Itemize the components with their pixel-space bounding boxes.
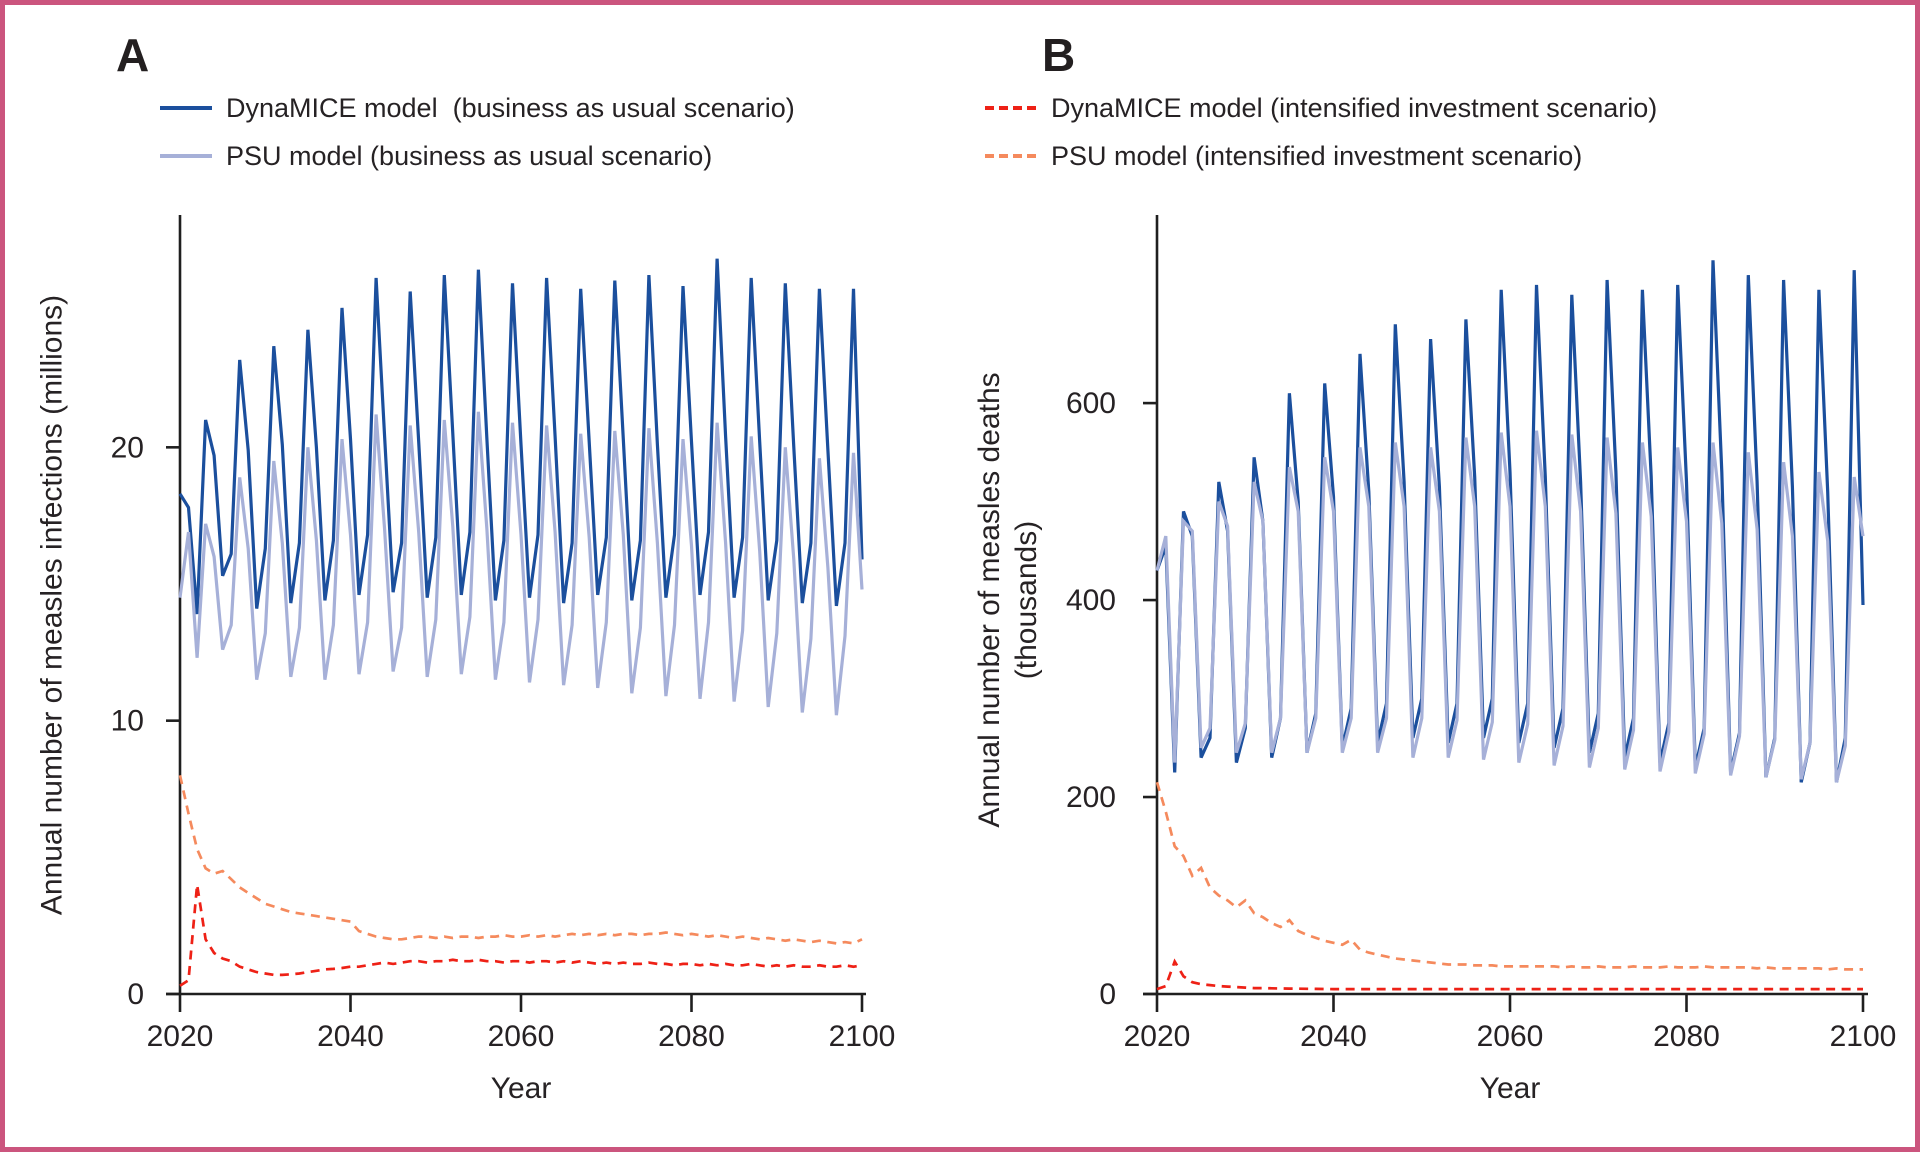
panel-a-x-tick-label: 2040 bbox=[317, 1020, 384, 1053]
panel-a-y-tick-label: 0 bbox=[127, 978, 144, 1011]
panel-a-series-psu-model-business-as-usual-scenario bbox=[178, 411, 864, 716]
panel-a-series-psu-model-intensified-investment-scenario bbox=[178, 775, 863, 945]
legend-dashed-line-swatch bbox=[985, 154, 1037, 158]
legend-line-swatch bbox=[160, 154, 212, 158]
panel-b-y-axis-title-line2: (thousands) bbox=[1010, 520, 1043, 680]
legend-label: PSU model (business as usual scenario) bbox=[226, 140, 713, 171]
panel-a-letter: A bbox=[116, 29, 150, 81]
panel-b-x-tick-label: 2020 bbox=[1124, 1020, 1191, 1053]
panel-a-y-axis-title: Annual number of measles infections (mil… bbox=[35, 294, 69, 916]
legend-line-swatch bbox=[160, 106, 212, 110]
legend-item: PSU model (intensified investment scenar… bbox=[983, 132, 1657, 180]
panel-a-x-tick-label: 2060 bbox=[488, 1020, 555, 1053]
panel-b-x-tick-label: 2080 bbox=[1653, 1020, 1720, 1053]
panel-b-series-psu-model-intensified-investment-scenario bbox=[1155, 781, 1863, 971]
panel-b-letter: B bbox=[1042, 29, 1076, 81]
panel-b-x-axis-title: Year bbox=[1479, 1072, 1541, 1105]
panel-a-legend: DynaMICE model (business as usual scenar… bbox=[158, 84, 795, 180]
panel-b-y-tick-label: 400 bbox=[1066, 584, 1116, 617]
panel-a-x-tick-label: 2080 bbox=[658, 1020, 725, 1053]
panel-b-y-tick-label: 600 bbox=[1066, 387, 1116, 420]
panel-b-legend: DynaMICE model (intensified investment s… bbox=[983, 84, 1657, 180]
panel-a-series-dynamice-model-intensified-investment-scenario bbox=[179, 884, 863, 987]
legend-label: DynaMICE model (business as usual scenar… bbox=[226, 92, 795, 123]
legend-item: DynaMICE model (business as usual scenar… bbox=[158, 84, 795, 132]
panel-a-x-axis-title: Year bbox=[490, 1072, 552, 1105]
legend-dashed-line-swatch bbox=[985, 106, 1037, 110]
legend-label: DynaMICE model (intensified investment s… bbox=[1051, 92, 1658, 123]
legend-label: PSU model (intensified investment scenar… bbox=[1051, 140, 1583, 171]
panel-b-y-tick-label: 200 bbox=[1066, 781, 1116, 814]
panel-a-x-tick-label: 2020 bbox=[147, 1020, 214, 1053]
panel-b: 0 200 400 600 2020 2040 2060 2080 2100 bbox=[1066, 215, 1896, 1053]
legend-item: DynaMICE model (intensified investment s… bbox=[983, 84, 1657, 132]
panel-a-y-tick-label: 20 bbox=[111, 431, 144, 464]
panel-b-x-tick-label: 2060 bbox=[1477, 1020, 1544, 1053]
panel-b-x-tick-label: 2040 bbox=[1300, 1020, 1367, 1053]
panel-b-y-axis-title: Annual number of measles deaths (thousan… bbox=[971, 372, 1045, 827]
legend-item: PSU model (business as usual scenario) bbox=[158, 132, 795, 180]
panel-b-x-tick-label: 2100 bbox=[1830, 1020, 1897, 1053]
panel-b-y-tick-label: 0 bbox=[1099, 978, 1116, 1011]
panel-a-series-dynamice-model-business-as-usual-scenario bbox=[178, 258, 864, 615]
panel-b-series-dynamice-model-intensified-investment-scenario bbox=[1156, 958, 1863, 991]
panel-a-y-tick-label: 10 bbox=[111, 705, 144, 738]
panel-b-series-psu-model-business-as-usual-scenario bbox=[1155, 430, 1865, 783]
panel-b-y-axis-title-line1: Annual number of measles deaths bbox=[973, 372, 1006, 828]
panel-a-x-tick-label: 2100 bbox=[829, 1020, 896, 1053]
